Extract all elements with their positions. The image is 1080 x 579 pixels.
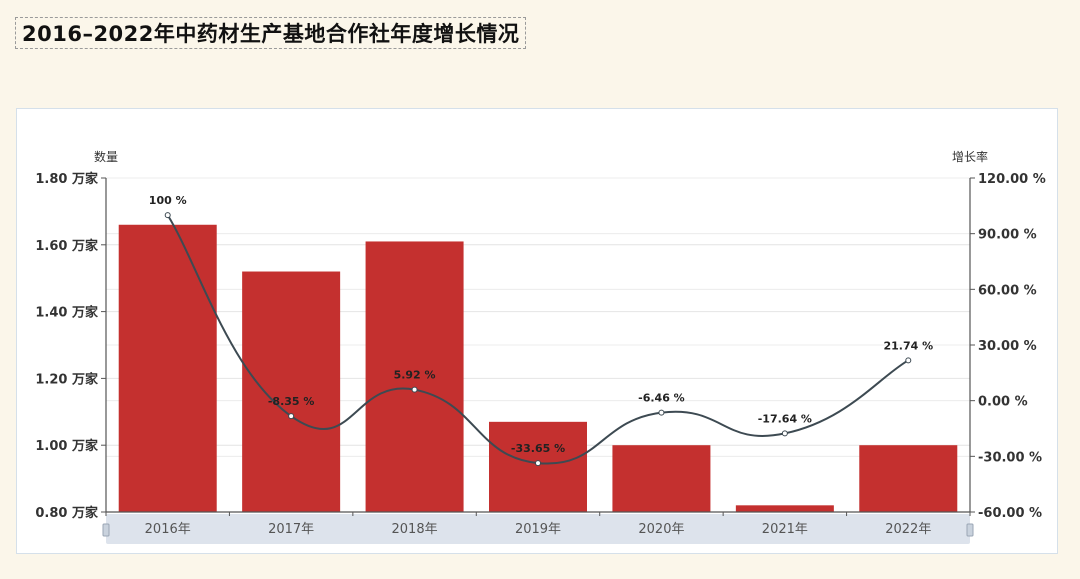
bar-2022年 bbox=[859, 445, 958, 512]
x-category-label: 2021年 bbox=[762, 522, 808, 537]
left-axis-name: 数量 bbox=[94, 149, 118, 164]
y2-tick-label: 90.00 % bbox=[978, 228, 1037, 243]
y-tick-label: 1.60 万家 bbox=[35, 238, 99, 254]
chart-title: 2016–2022年中药材生产基地合作社年度增长情况 bbox=[15, 17, 527, 49]
x-category-label: 2017年 bbox=[268, 522, 314, 537]
y2-tick-label: -30.00 % bbox=[978, 450, 1042, 465]
y2-tick-label: 30.00 % bbox=[978, 339, 1037, 354]
data-point bbox=[288, 413, 295, 420]
bar-2020年 bbox=[612, 445, 711, 512]
bar-2019年 bbox=[489, 421, 587, 512]
data-point bbox=[905, 357, 912, 364]
y-tick-label: 1.40 万家 bbox=[35, 305, 99, 321]
data-label: -33.65 % bbox=[511, 442, 565, 455]
data-label: -6.46 % bbox=[638, 392, 685, 405]
data-label: 21.74 % bbox=[883, 339, 933, 352]
bar-2021年 bbox=[735, 505, 834, 512]
y2-tick-label: 60.00 % bbox=[978, 283, 1037, 298]
x-category-label: 2016年 bbox=[145, 522, 191, 537]
right-axis-name: 增长率 bbox=[952, 149, 988, 164]
bar-2016年 bbox=[118, 224, 217, 512]
datazoom-slider[interactable] bbox=[106, 514, 970, 544]
data-label: -8.35 % bbox=[268, 395, 315, 408]
y-tick-label: 0.80 万家 bbox=[35, 505, 99, 521]
data-point bbox=[658, 409, 665, 416]
data-point bbox=[535, 460, 541, 467]
data-label: 100 % bbox=[149, 194, 187, 207]
x-category-label: 2018年 bbox=[392, 522, 438, 537]
y-tick-label: 1.20 万家 bbox=[35, 371, 99, 387]
slider-handle-right[interactable] bbox=[966, 523, 974, 537]
x-category-label: 2022年 bbox=[885, 522, 931, 537]
x-category-label: 2019年 bbox=[515, 522, 561, 537]
data-label: 5.92 % bbox=[394, 369, 436, 382]
bar-2017年 bbox=[242, 271, 341, 512]
y2-tick-label: 120.00 % bbox=[978, 172, 1046, 187]
x-category-label: 2020年 bbox=[638, 522, 684, 537]
y-tick-label: 1.80 万家 bbox=[35, 171, 99, 187]
y-tick-label: 1.00 万家 bbox=[35, 438, 99, 454]
data-label: -17.64 % bbox=[758, 412, 812, 425]
y2-tick-label: -60.00 % bbox=[978, 506, 1042, 521]
data-point bbox=[781, 430, 788, 437]
y2-tick-label: 0.00 % bbox=[978, 395, 1028, 410]
data-point bbox=[164, 212, 171, 219]
bar-2018年 bbox=[365, 241, 464, 512]
data-point bbox=[411, 386, 418, 393]
slider-handle-left[interactable] bbox=[102, 523, 110, 537]
